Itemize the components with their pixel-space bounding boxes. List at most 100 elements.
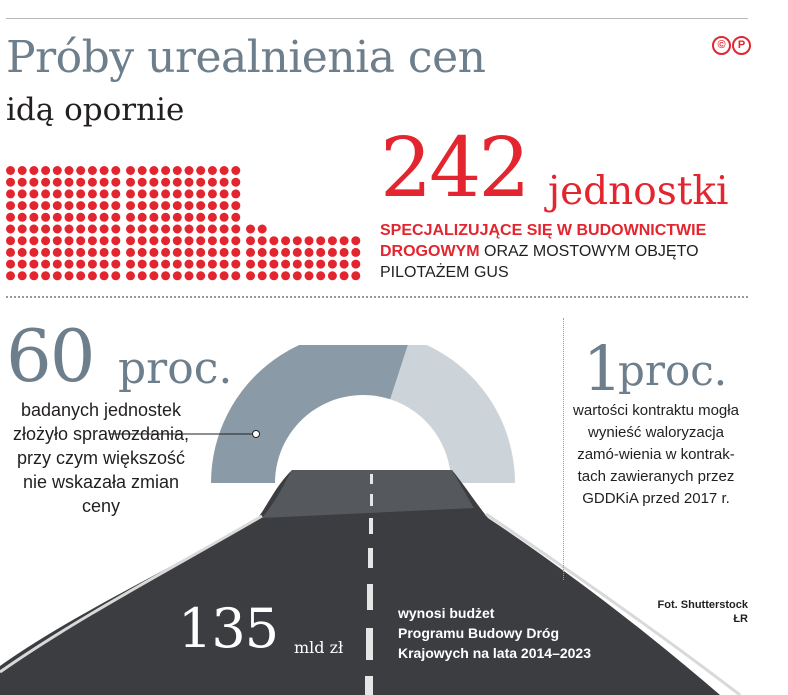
unit-dot <box>64 166 74 175</box>
unit-dot <box>137 247 147 257</box>
unit-dot <box>52 189 62 199</box>
unit-dot <box>149 224 159 234</box>
unit-dot <box>149 259 159 269</box>
photo-credit: Fot. Shutterstock <box>657 599 748 611</box>
unit-dot <box>196 224 206 234</box>
unit-dot <box>99 224 109 234</box>
reports-half-donut <box>211 345 515 483</box>
unit-dot <box>64 201 74 211</box>
unit-dot <box>126 247 135 257</box>
copyright-icon: © <box>712 36 731 55</box>
units-description: SPECJALIZUJĄCE SIĘ W BUDOWNICTWIE DROGOW… <box>380 220 760 283</box>
unit-dot <box>327 271 337 281</box>
budget-line-2: Programu Budowy Dróg <box>398 625 560 641</box>
unit-dot <box>184 177 194 187</box>
unit-dot <box>196 201 206 211</box>
unit-dot <box>149 271 159 281</box>
unit-dot <box>161 201 171 211</box>
unit-dot <box>99 166 109 175</box>
unit-dot <box>99 259 109 269</box>
unit-dot <box>64 212 74 222</box>
unit-dot <box>219 189 229 199</box>
unit-dot <box>41 247 51 257</box>
valorisation-unit: proc. <box>618 346 728 395</box>
unit-dot <box>172 259 182 269</box>
unit-dot <box>64 189 74 199</box>
unit-dot <box>196 166 206 175</box>
unit-dot <box>149 212 159 222</box>
unit-dot <box>137 201 147 211</box>
unit-dot <box>17 259 27 269</box>
unit-dot <box>172 236 182 246</box>
unit-dot <box>172 189 182 199</box>
unit-dot <box>76 201 86 211</box>
budget-value: 135 <box>178 597 279 660</box>
unit-dot <box>99 271 109 281</box>
vertical-divider <box>563 318 564 580</box>
valorisation-value: 1 <box>583 332 623 405</box>
unit-dot <box>111 247 121 257</box>
unit-dot <box>6 271 15 281</box>
unit-dot <box>87 224 97 234</box>
unit-dot <box>126 236 135 246</box>
unit-dot <box>17 247 27 257</box>
unit-dot <box>172 224 182 234</box>
unit-dot <box>76 166 86 175</box>
unit-dot <box>219 259 229 269</box>
unit-dot <box>172 166 182 175</box>
unit-dot <box>126 212 135 222</box>
unit-dot <box>64 259 74 269</box>
unit-dot <box>184 201 194 211</box>
unit-dot <box>281 271 291 281</box>
unit-dot <box>149 177 159 187</box>
unit-dot <box>207 224 217 234</box>
unit-dot <box>257 271 267 281</box>
unit-dot <box>172 271 182 281</box>
unit-dot <box>6 224 15 234</box>
unit-dot <box>172 212 182 222</box>
unit-dot <box>126 224 135 234</box>
unit-dot <box>292 259 302 269</box>
unit-dot <box>99 177 109 187</box>
unit-dot <box>196 271 206 281</box>
unit-dot <box>87 177 97 187</box>
unit-dot <box>111 236 121 246</box>
unit-dot <box>351 236 361 246</box>
unit-dot <box>149 189 159 199</box>
unit-dot <box>87 247 97 257</box>
unit-dot <box>29 271 39 281</box>
unit-dot <box>246 259 255 269</box>
unit-dot <box>126 177 135 187</box>
unit-dot <box>184 259 194 269</box>
budget-unit: mld zł <box>294 638 344 657</box>
unit-dot <box>184 224 194 234</box>
unit-dot <box>231 201 241 211</box>
unit-dot <box>52 201 62 211</box>
unit-dot <box>29 201 39 211</box>
unit-dot <box>6 212 15 222</box>
unit-dot <box>184 271 194 281</box>
unit-dot <box>137 189 147 199</box>
unit-dot <box>161 212 171 222</box>
unit-dot <box>327 259 337 269</box>
unit-dot <box>231 189 241 199</box>
publisher-logo: © P <box>712 36 752 55</box>
unit-dot <box>76 224 86 234</box>
unit-dot <box>246 236 255 246</box>
unit-dot <box>327 236 337 246</box>
unit-dot <box>339 271 349 281</box>
budget-line-3: Krajowych na lata 2014–2023 <box>398 645 592 661</box>
unit-dot <box>41 166 51 175</box>
unit-dot <box>184 236 194 246</box>
unit-dot <box>87 271 97 281</box>
unit-dot <box>111 201 121 211</box>
unit-dot <box>52 166 62 175</box>
unit-dot <box>207 166 217 175</box>
valorisation-description: wartości kontraktu mogła wynieść waloryz… <box>573 402 739 507</box>
unit-dot <box>231 224 241 234</box>
unit-dot <box>6 177 15 187</box>
units-dot-grid <box>6 166 361 281</box>
unit-dot <box>137 212 147 222</box>
unit-dot <box>269 271 279 281</box>
unit-dot <box>149 166 159 175</box>
